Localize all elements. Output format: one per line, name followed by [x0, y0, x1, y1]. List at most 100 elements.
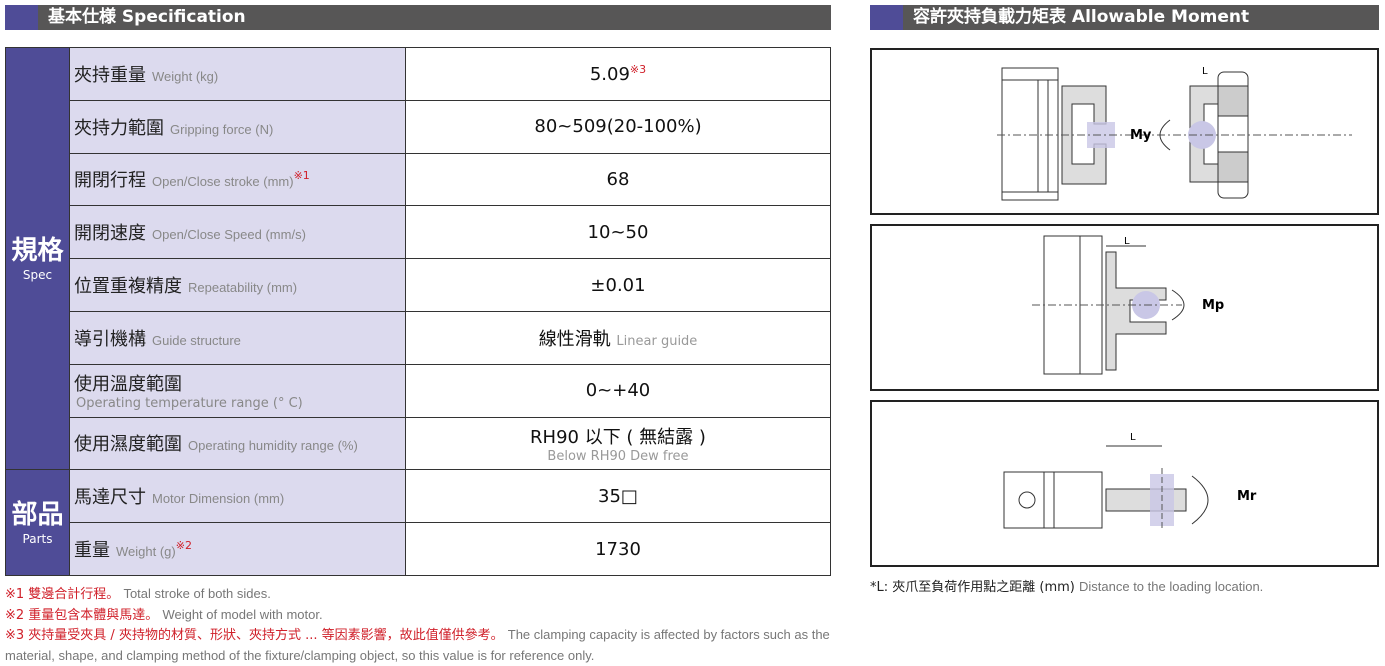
label-en: Gripping force (N) [170, 121, 274, 137]
my-diagram-drawing: My L [997, 66, 1352, 201]
spec-title: 基本仕様 Specification [48, 7, 246, 27]
spec-label: 夾持重量 Weight (kg) [69, 47, 406, 101]
header-accent [5, 5, 38, 30]
label-zh: 開閉速度 [74, 223, 146, 245]
spec-value: 0~+40 [405, 363, 831, 418]
value-text: 68 [606, 168, 630, 190]
note-en: The clamping capacity is affected by fac… [5, 627, 830, 663]
spec-value: RH90 以下 ( 無結露 ) Below RH90 Dew free [405, 416, 831, 471]
value-text: 10~50 [587, 221, 649, 243]
spec-row: 開閉速度 Open/Close Speed (mm/s) 10~50 [6, 205, 831, 260]
group-zh: 規格 [11, 235, 64, 266]
moment-footnote: *L: 夾爪至負荷作用點之距離 (mm) Distance to the loa… [870, 576, 1263, 595]
spec-label: 馬達尺寸 Motor Dimension (mm) [69, 469, 406, 524]
spec-row: 位置重複精度 Repeatability (mm) ±0.01 [6, 258, 831, 312]
mp-label: Mp [1202, 298, 1224, 313]
label-en: Repeatability (mm) [188, 280, 298, 296]
note-mark: ※1 [293, 169, 310, 183]
value-en: Linear guide [616, 333, 698, 349]
spec-label: 使用濕度範圍 Operating humidity range (%) [69, 416, 406, 471]
header-accent [870, 5, 903, 30]
footnote: ※2 重量包含本體與馬達。 Weight of model with motor… [5, 605, 835, 626]
label-zh: 夾持重量 [74, 64, 146, 86]
value-en: Below RH90 Dew free [547, 448, 689, 464]
spec-row: 使用溫度範圍 Operating temperature range (° C) 0… [6, 363, 831, 418]
dim-l: L [1130, 432, 1136, 443]
spec-value: 1730 [405, 522, 831, 576]
diagram-my: My L [870, 48, 1379, 215]
label-zh: 使用溫度範圍 [74, 374, 182, 396]
value-text: 80~509(20-100%) [534, 116, 702, 138]
mr-label: Mr [1237, 489, 1257, 504]
label-en: Operating temperature range (° C) [76, 396, 303, 412]
footnote: ※3 夾持量受夾具 / 夾持物的材質、形狀、夾持方式 ... 等因素影響，故此值… [5, 625, 835, 666]
note-zh: ※3 夾持量受夾具 / 夾持物的材質、形狀、夾持方式 ... 等因素影響，故此值… [5, 628, 504, 643]
note-en: Weight of model with motor. [162, 606, 323, 622]
label-zh: 導引機構 [74, 328, 146, 350]
spec-label: 位置重複精度 Repeatability (mm) [69, 258, 406, 312]
spec-value: 68 [405, 152, 831, 207]
label-zh: 重量 [74, 540, 110, 562]
spec-value: 10~50 [405, 205, 831, 260]
spec-value: ±0.01 [405, 258, 831, 312]
footnotes: ※1 雙邊合計行程。 Total stroke of both sides. ※2… [5, 584, 835, 666]
spec-table: 規格 Spec 夾持重量 Weight (kg) 5.09※3 夾持力範圍 Gripping… [5, 46, 831, 576]
footnote-en: Distance to the loading location. [1079, 579, 1264, 594]
label-zh: 位置重複精度 [74, 276, 182, 298]
spec-row: 部品 Parts 馬達尺寸 Motor Dimension (mm) 35□ [5, 469, 831, 576]
value-text: 1730 [595, 538, 641, 560]
group-zh: 部品 [11, 499, 64, 530]
value-text: 5.09 [589, 63, 630, 85]
label-zh: 夾持力範圍 [74, 117, 164, 139]
label-en: Open/Close Speed (mm/s) [152, 227, 306, 243]
value-text: 線性滑軌 [538, 328, 611, 350]
label-en: Guide structure [152, 332, 241, 348]
spec-value: 35□ [405, 469, 831, 524]
spec-label: 重量 Weight (g)※2 [69, 522, 406, 576]
note-zh: ※1 雙邊合計行程。 [5, 587, 120, 602]
label-en: Weight (g) [116, 544, 176, 560]
label-en: Operating humidity range (%) [188, 438, 358, 454]
spec-row: 開閉行程 Open/Close stroke (mm)※1 68 [6, 152, 831, 207]
label-en: Open/Close stroke (mm) [152, 174, 294, 190]
value-text: 35□ [598, 485, 638, 507]
value-text: RH90 以下 ( 無結露 ) [530, 426, 706, 448]
mp-diagram-drawing: L Mp [1032, 235, 1224, 375]
note-zh: ※2 重量包含本體與馬達。 [5, 607, 159, 623]
spec-label: 導引機構 Guide structure [69, 310, 406, 365]
spec-row: 使用濕度範圍 Operating humidity range (%) RH90 以… [6, 416, 831, 471]
dim-l: L [1124, 236, 1130, 247]
label-en: Motor Dimension (mm) [152, 491, 285, 507]
spec-label: 開閉速度 Open/Close Speed (mm/s) [69, 205, 406, 260]
footnote: ※1 雙邊合計行程。 Total stroke of both sides. [5, 584, 835, 605]
my-label: My [1130, 128, 1152, 143]
group-en: Spec [22, 267, 53, 282]
spec-value: 線性滑軌 Linear guide [405, 310, 831, 365]
note-mark: ※3 [629, 62, 647, 76]
moment-title: 容許夾持負載力矩表 Allowable Moment [913, 7, 1250, 27]
mr-diagram-drawing: L Mr [1003, 432, 1257, 530]
group-cell: 部品 Parts [5, 469, 70, 576]
footnote-zh: *L: 夾爪至負荷作用點之距離 (mm) [870, 580, 1075, 595]
diagram-mp: L Mp [870, 224, 1379, 391]
spec-label: 開閉行程 Open/Close stroke (mm)※1 [69, 152, 406, 207]
label-en: Weight (kg) [152, 68, 219, 84]
label-zh: 使用濕度範圍 [74, 434, 182, 456]
note-en: Total stroke of both sides. [123, 586, 271, 601]
spec-label: 使用溫度範圍 Operating temperature range (° C) [69, 363, 406, 418]
note-mark: ※2 [175, 539, 192, 553]
group-cell: 規格 Spec [5, 46, 70, 471]
label-zh: 開閉行程 [74, 170, 146, 192]
spec-row: 規格 Spec 夾持重量 Weight (kg) 5.09※3 [5, 46, 831, 471]
spec-row: 夾持力範圍 Gripping force (N) 80~509(20-100%) [6, 99, 831, 154]
dim-l: L [1202, 66, 1208, 77]
spec-value: 5.09※3 [405, 47, 831, 101]
group-en: Parts [22, 531, 53, 546]
value-text: ±0.01 [590, 274, 646, 296]
value-text: 0~+40 [585, 380, 651, 402]
spec-row: 導引機構 Guide structure 線性滑軌 Linear guide [6, 310, 831, 365]
diagram-mr: L Mr [870, 400, 1379, 567]
moment-header: 容許夾持負載力矩表 Allowable Moment [870, 5, 1379, 30]
label-zh: 馬達尺寸 [74, 487, 146, 509]
spec-label: 夾持力範圍 Gripping force (N) [69, 99, 406, 154]
